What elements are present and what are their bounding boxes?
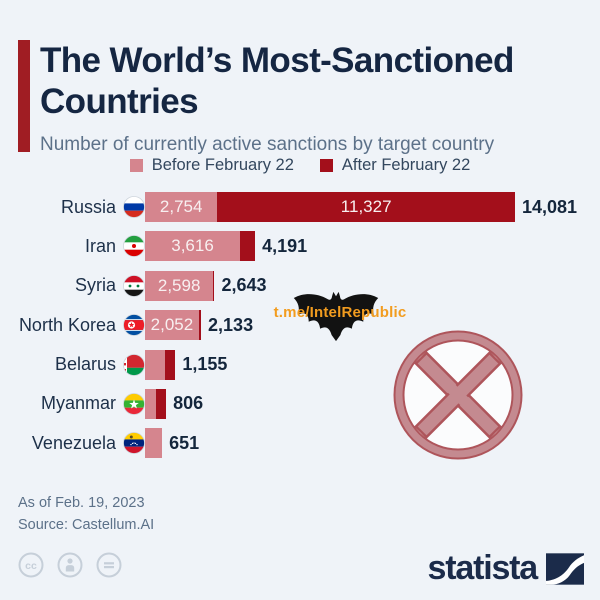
legend-swatch-after-icon [319,159,333,172]
country-cell: North Korea [0,314,145,337]
belarus-flag-icon [123,353,145,376]
bar-track: 1,155 [145,349,228,380]
page-title: The World’s Most-Sanctioned Countries [40,40,514,122]
bar-track: 2,754 11,327 14,081 [145,192,577,222]
value-total: 4,191 [262,235,308,256]
value-total: 14,081 [521,196,578,217]
value-total: 806 [173,393,204,414]
legend-label-before: Before February 22 [151,156,294,174]
legend-swatch-before-icon [129,159,143,172]
country-cell: Syria [0,274,145,297]
legend-item-before: Before February 22 [129,156,294,175]
value-total: 2,133 [208,314,254,335]
bar-track: 2,052 2,133 [145,310,254,341]
country-label: Russia [60,196,116,217]
bar-row-belarus: Belarus 1,155 [0,349,600,380]
bar-row-iran: Iran 3,616 4,191 [0,231,600,262]
value-after: 11,327 [340,197,392,216]
country-label: Syria [74,275,116,296]
legend-label-after: After February 22 [341,156,471,174]
value-total: 2,643 [221,275,267,296]
bar-row-north-korea: North Korea 2,052 2,133 [0,310,600,341]
as-of-date: As of Feb. 19, 2023 [18,495,145,511]
value-before: 3,616 [171,236,214,256]
country-label: Myanmar [40,393,116,414]
bat-icon [293,291,379,342]
cc-icon: cc [18,552,44,578]
bar-segment-after [198,310,202,341]
country-cell: Venezuela [0,432,145,455]
page-title-line2: Countries [40,82,199,121]
bar-segment-before [145,349,166,380]
bar-segment-before [145,428,163,459]
bar-row-venezuela: Venezuela 651 [0,428,600,459]
value-before: 2,052 [150,315,194,335]
bar-chart: Russia 2,754 11,327 14,081 Iran 3,616 4,… [0,192,600,468]
bar-segment-after [155,388,167,419]
header: The World’s Most-Sanctioned Countries Num… [18,40,514,156]
country-label: North Korea [18,314,116,335]
license-icons: cc [18,552,122,578]
syria-flag-icon [123,274,145,297]
bar-track: 2,598 2,643 [145,270,267,301]
statista-wordmark: statista [427,549,539,587]
bar-segment-before: 2,754 [145,192,218,222]
footer-notes: As of Feb. 19, 2023 Source: Castellum.AI [18,492,154,536]
page-title-line1: The World’s Most-Sanctioned [40,41,514,80]
bar-segment-before: 3,616 [145,231,241,262]
value-total: 1,155 [182,354,228,375]
source-credit: Source: Castellum.AI [18,517,155,533]
north-korea-flag-icon [123,314,145,337]
country-cell: Myanmar [0,393,145,415]
chart-legend: Before February 22 After February 22 [0,156,600,175]
cc-by-person-icon [57,552,83,578]
legend-item-after: After February 22 [319,156,471,175]
bar-track: 3,616 4,191 [145,231,308,262]
country-label: Venezuela [31,432,116,453]
country-label: Belarus [54,354,116,375]
value-before: 2,754 [159,197,203,216]
country-label: Iran [84,235,116,256]
myanmar-flag-icon [123,393,145,415]
bar-segment-after: 11,327 [217,192,515,222]
chart-subtitle: Number of currently active sanctions by … [40,134,495,155]
bar-segment-before: 2,598 [145,270,214,301]
venezuela-flag-icon [123,432,145,455]
bar-row-myanmar: Myanmar 806 [0,388,600,419]
bar-segment-after [240,231,256,262]
bar-row-russia: Russia 2,754 11,327 14,081 [0,192,600,222]
country-cell: Russia [0,196,145,218]
bar-segment-before: 2,052 [145,310,199,341]
statista-logo: statista [428,549,584,588]
value-total: 651 [169,432,200,453]
country-cell: Belarus [0,353,145,376]
svg-text:cc: cc [25,560,37,572]
bar-row-syria: Syria 2,598 2,643 [0,270,600,301]
iran-flag-icon [123,235,145,258]
bar-track: 806 [145,388,204,419]
bar-segment-after [165,349,176,380]
bar-segment-after [213,270,215,301]
value-before: 2,598 [157,275,201,295]
statista-logo-mark-icon [546,552,584,585]
bar-track: 651 [145,428,200,459]
bar-segment-before [145,388,156,419]
russia-flag-icon [123,196,145,218]
cc-nd-equals-icon [96,552,122,578]
title-accent-bar [18,40,30,152]
header-text: The World’s Most-Sanctioned Countries Num… [40,40,514,156]
country-cell: Iran [0,235,145,258]
rejected-x-stamp-icon [393,330,523,460]
telegram-watermark-text: t.me/IntelRepublic [273,304,407,321]
